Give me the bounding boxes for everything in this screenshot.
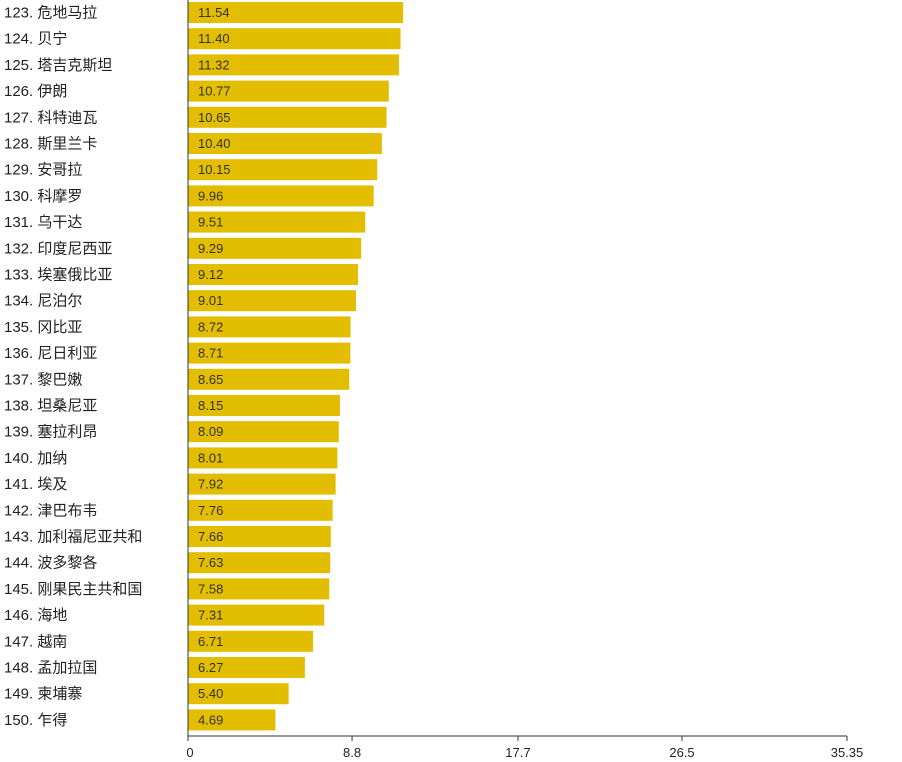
category-label-9: 132. 印度尼西亚 — [4, 240, 112, 257]
category-label-19: 142. 津巴布韦 — [4, 502, 97, 519]
value-label-4: 10.65 — [198, 110, 231, 125]
value-label-9: 9.29 — [198, 241, 223, 256]
x-tick-label-0: 0 — [186, 745, 193, 760]
category-label-3: 126. 伊朗 — [4, 83, 67, 100]
bar-21 — [188, 552, 331, 574]
value-label-3: 10.77 — [198, 84, 231, 99]
value-label-7: 9.96 — [198, 188, 223, 203]
x-tick-label-4: 35.35 — [831, 745, 864, 760]
bar-23 — [188, 604, 325, 626]
category-label-10: 133. 埃塞俄比亚 — [4, 266, 112, 284]
category-label-15: 138. 坦桑尼亚 — [4, 398, 97, 415]
category-label-8: 131. 乌干达 — [4, 214, 82, 231]
bar-15 — [188, 395, 340, 416]
bar-25 — [188, 657, 305, 678]
value-label-16: 8.09 — [198, 424, 223, 439]
category-label-21: 144. 波多黎各 — [4, 555, 97, 572]
bar-4 — [188, 106, 387, 128]
bar-16 — [188, 421, 339, 443]
value-label-24: 6.71 — [198, 634, 223, 649]
bar-11 — [188, 290, 356, 312]
value-label-5: 10.40 — [198, 136, 231, 151]
value-label-12: 8.72 — [198, 319, 223, 334]
value-label-23: 7.31 — [198, 608, 223, 623]
value-label-8: 9.51 — [198, 215, 223, 230]
category-label-22: 145. 刚果民主共和国 — [4, 581, 142, 598]
category-label-0: 123. 危地马拉 — [4, 5, 97, 22]
category-label-24: 147. 越南 — [4, 633, 67, 650]
category-label-26: 149. 柬埔寨 — [4, 685, 82, 703]
bar-18 — [188, 473, 336, 495]
value-label-14: 8.65 — [198, 372, 223, 387]
bar-19 — [188, 499, 333, 521]
value-label-1: 11.40 — [198, 31, 230, 46]
category-label-4: 127. 科特迪瓦 — [4, 109, 97, 126]
bar-7 — [188, 185, 374, 207]
category-label-2: 125. 塔吉克斯坦 — [4, 57, 112, 74]
value-label-6: 10.15 — [198, 162, 231, 177]
x-tick-label-3: 26.5 — [669, 745, 694, 760]
value-label-11: 9.01 — [198, 293, 223, 308]
bar-12 — [188, 316, 351, 338]
value-label-2: 11.32 — [198, 57, 230, 72]
value-label-21: 7.63 — [198, 555, 223, 570]
bar-14 — [188, 368, 350, 390]
bar-20 — [188, 526, 331, 547]
category-label-5: 128. 斯里兰卡 — [4, 136, 97, 153]
category-label-6: 129. 安哥拉 — [4, 162, 82, 179]
bar-27 — [188, 709, 276, 731]
x-tick-label-2: 17.7 — [505, 745, 530, 760]
category-label-18: 141. 埃及 — [4, 476, 67, 493]
category-labels-group: 123. 危地马拉 124. 贝宁 125. 塔吉克斯坦 126. 伊朗 127. 科特… — [4, 5, 142, 729]
value-label-10: 9.12 — [198, 267, 223, 282]
category-label-16: 139. 塞拉利昂 — [4, 423, 97, 441]
value-label-22: 7.58 — [198, 581, 223, 596]
bars-group: 11.54 11.40 11.32 10.77 10.65 10.40 10.15 9.96 9… — [188, 2, 404, 731]
value-label-13: 8.71 — [198, 346, 223, 361]
bar-1 — [188, 28, 401, 50]
bar-22 — [188, 578, 330, 600]
category-label-11: 134. 尼泊尔 — [4, 293, 82, 310]
bar-26 — [188, 683, 289, 705]
bar-0 — [188, 2, 404, 23]
bar-13 — [188, 342, 351, 364]
category-label-25: 148. 孟加拉国 — [4, 660, 97, 677]
value-label-15: 8.15 — [198, 398, 223, 413]
value-label-27: 4.69 — [198, 712, 223, 727]
x-axis: 0 8.8 17.7 26.5 35.35 — [186, 0, 863, 760]
category-label-20: 143. 加利福尼亚共和 — [4, 529, 142, 546]
category-label-14: 137. 黎巴嫩 — [4, 371, 82, 388]
value-label-0: 11.54 — [198, 5, 230, 20]
value-label-17: 8.01 — [198, 450, 223, 465]
x-tick-label-1: 8.8 — [343, 745, 361, 760]
bar-24 — [188, 630, 314, 652]
bar-17 — [188, 447, 338, 469]
bar-2 — [188, 54, 400, 76]
category-label-1: 124. 贝宁 — [4, 31, 67, 48]
category-label-27: 150. 乍得 — [4, 712, 67, 729]
category-label-13: 136. 尼日利亚 — [4, 345, 97, 362]
category-label-7: 130. 科摩罗 — [4, 187, 82, 205]
category-label-23: 146. 海地 — [4, 607, 67, 624]
value-label-25: 6.27 — [198, 660, 223, 675]
bar-8 — [188, 211, 366, 233]
value-label-18: 7.92 — [198, 477, 223, 492]
bar-6 — [188, 159, 378, 181]
bar-10 — [188, 264, 359, 285]
category-label-12: 135. 冈比亚 — [4, 319, 82, 336]
value-label-19: 7.76 — [198, 503, 223, 518]
bar-9 — [188, 237, 362, 259]
value-label-26: 5.40 — [198, 686, 223, 701]
bar-5 — [188, 133, 382, 154]
category-label-17: 140. 加纳 — [4, 450, 67, 467]
value-label-20: 7.66 — [198, 529, 223, 544]
bar-3 — [188, 80, 389, 102]
